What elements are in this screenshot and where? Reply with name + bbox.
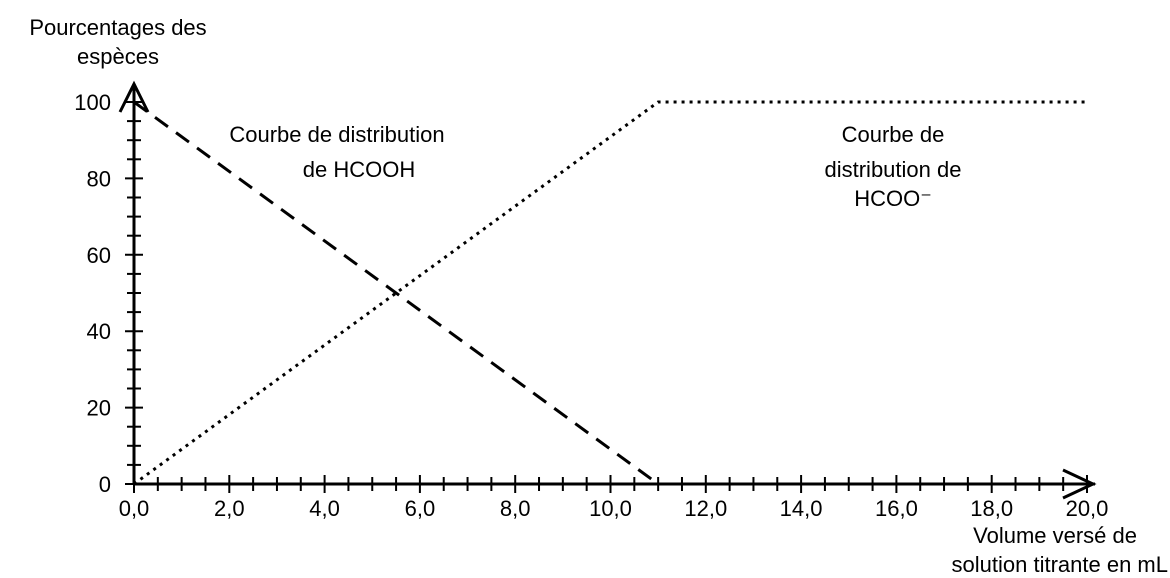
y-axis-label: Pourcentages des espèces xyxy=(29,15,206,69)
tick-labels: 0,0 2,0 4,0 6,0 8,0 10,0 12,0 14,0 16,0 18,0 20,0 0… xyxy=(74,90,1108,521)
x-tick-label: 4,0 xyxy=(309,496,340,521)
series-lines xyxy=(133,100,1087,486)
x-tick-label: 12,0 xyxy=(684,496,727,521)
annotation-hcoo-line-1: Courbe de xyxy=(842,122,945,147)
annotation-hcooh-line-1: Courbe de distribution xyxy=(229,122,444,147)
y-tick-label: 60 xyxy=(87,243,111,268)
x-tick-label: 0,0 xyxy=(119,496,150,521)
x-tick-label: 18,0 xyxy=(970,496,1013,521)
y-axis-label-line-1: Pourcentages des xyxy=(29,15,206,40)
series-line-hcoo xyxy=(133,100,1087,486)
annotations: Courbe de distribution de HCOOH Courbe d… xyxy=(229,122,961,211)
x-tick-label: 20,0 xyxy=(1066,496,1109,521)
y-tick-label: 80 xyxy=(87,166,111,191)
x-tick-label: 14,0 xyxy=(780,496,823,521)
y-axis-arrow xyxy=(118,80,150,113)
y-tick-label: 40 xyxy=(87,319,111,344)
y-tick-label: 0 xyxy=(99,472,111,497)
y-axis-label-line-2: espèces xyxy=(77,44,159,69)
x-tick-label: 16,0 xyxy=(875,496,918,521)
x-tick-label: 8,0 xyxy=(500,496,531,521)
x-tick-label: 10,0 xyxy=(589,496,632,521)
x-tick-label: 2,0 xyxy=(214,496,245,521)
series-line-hcooh xyxy=(133,100,1087,486)
x-axis-label: Volume versé de solution titrante en mL xyxy=(952,523,1168,577)
x-tick-label: 6,0 xyxy=(405,496,436,521)
x-axis-arrow xyxy=(1062,468,1097,500)
tick-marks xyxy=(125,101,1088,493)
annotation-hcooh-line-2: de HCOOH xyxy=(303,157,415,182)
x-axis-label-line-2: solution titrante en mL xyxy=(952,552,1168,577)
annotation-hcoo-line-2: distribution de xyxy=(825,157,962,182)
x-axis-label-line-1: Volume versé de xyxy=(973,523,1137,548)
y-tick-label: 100 xyxy=(74,90,111,115)
y-tick-label: 20 xyxy=(87,396,111,421)
annotation-hcoo-line-3: HCOO⁻ xyxy=(854,186,932,211)
